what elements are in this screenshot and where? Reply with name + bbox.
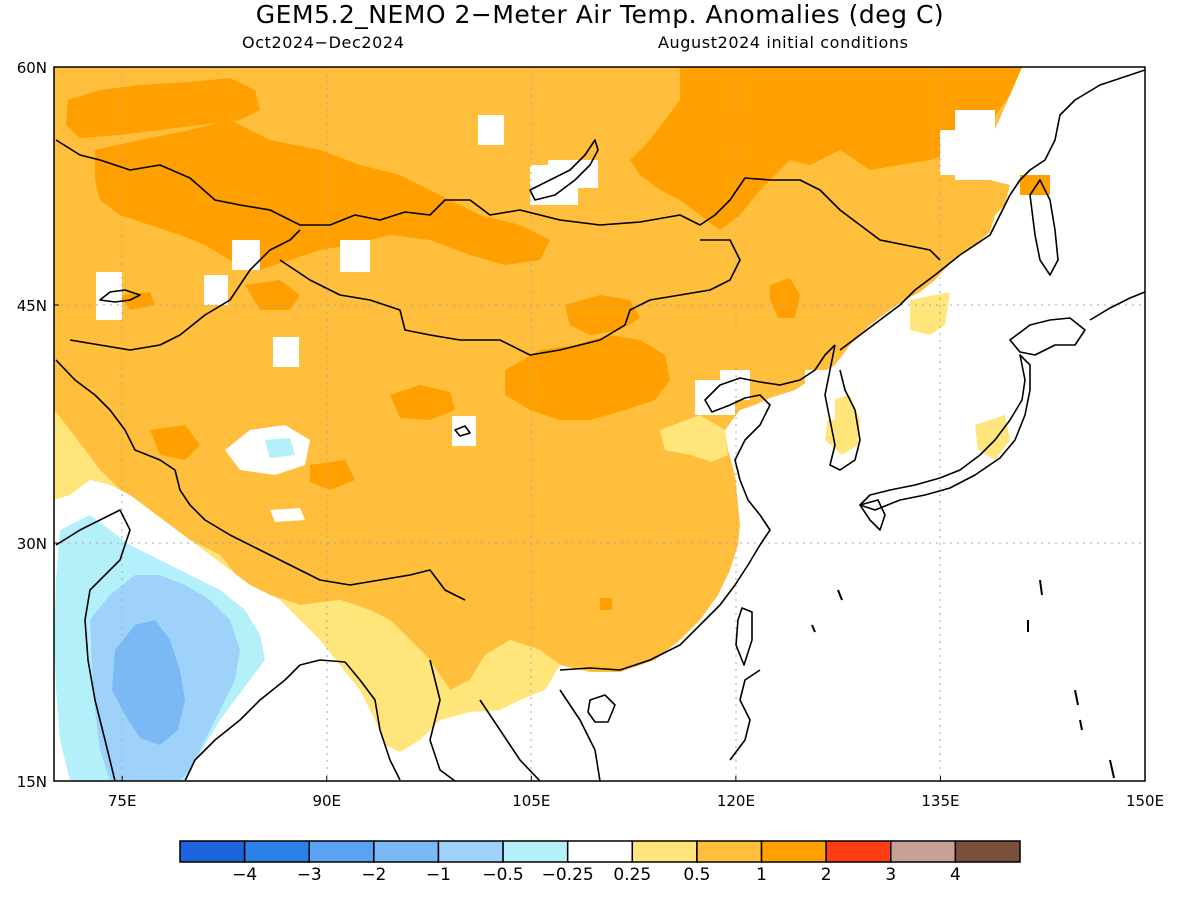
colorbar-swatch bbox=[760, 840, 827, 863]
colorbar-swatch bbox=[308, 840, 375, 863]
lat-tick-label: 60N bbox=[17, 59, 47, 77]
colorbar-label: 0.5 bbox=[683, 865, 710, 885]
colorbar-swatch bbox=[243, 840, 310, 863]
colorbar-swatch bbox=[373, 840, 440, 863]
colorbar-swatch bbox=[696, 840, 763, 863]
colorbar-label: 0.25 bbox=[613, 865, 651, 885]
anomaly-region-0.25-0.5-south bbox=[54, 410, 560, 752]
colorbar-label: 4 bbox=[950, 865, 961, 885]
anomaly-region-neg-0.25-tibet bbox=[265, 438, 295, 458]
map-axes: 75E 90E 105E 120E 135E 150E 60N 45N 30N 15N bbox=[17, 59, 1164, 810]
colorbar: −4 −3 −2 −1 −0.5 −0.25 0.25 0.5 1 2 3 4 bbox=[179, 840, 1021, 885]
colorbar-label: −2 bbox=[361, 865, 386, 885]
lon-tick-label: 120E bbox=[717, 792, 755, 810]
anomaly-region-1-2-tibet-c bbox=[310, 460, 355, 490]
lon-tick-label: 75E bbox=[108, 792, 137, 810]
colorbar-swatch bbox=[502, 840, 569, 863]
colorbar-label: −1 bbox=[426, 865, 451, 885]
anomaly-region-1-2-hokkaido bbox=[1020, 175, 1050, 195]
lat-tick-label: 45N bbox=[17, 297, 47, 315]
lat-tick-label: 30N bbox=[17, 535, 47, 553]
anomaly-region-0.25-0.5-ne bbox=[910, 292, 950, 335]
coastlines-and-borders bbox=[55, 69, 1145, 781]
lon-tick-label: 135E bbox=[921, 792, 959, 810]
colorbar-label: 1 bbox=[756, 865, 767, 885]
colorbar-label: −0.25 bbox=[542, 865, 594, 885]
lon-tick-label: 150E bbox=[1126, 792, 1164, 810]
anomaly-region-1-2-xinjiang bbox=[245, 280, 300, 310]
map-plot-area bbox=[54, 67, 1145, 781]
colorbar-label: −3 bbox=[297, 865, 322, 885]
lat-tick-label: 15N bbox=[17, 773, 47, 791]
plot-frame bbox=[53, 66, 1146, 782]
colorbar-label: −0.5 bbox=[482, 865, 523, 885]
anomaly-region-0.25-0.5-east bbox=[660, 415, 728, 462]
colorbar-swatch bbox=[631, 840, 698, 863]
anomaly-region-neg-1 bbox=[112, 620, 185, 745]
lon-tick-label: 90E bbox=[312, 792, 341, 810]
masked-cells bbox=[96, 110, 995, 446]
anomaly-region-1-2-manchuria bbox=[770, 278, 800, 318]
chart-title: GEM5.2_NEMO 2−Meter Air Temp. Anomalies … bbox=[255, 0, 945, 29]
anomaly-region-1-2-qinghai bbox=[390, 385, 455, 420]
anomaly-region-1-2-north bbox=[630, 67, 1022, 230]
anomaly-region-1-2-tibet-w bbox=[150, 425, 200, 460]
anomaly-region-near-zero-tibet bbox=[225, 425, 310, 475]
colorbar-swatch bbox=[566, 840, 634, 863]
anomaly-region-0.25-0.5-japan bbox=[975, 415, 1010, 460]
pacific-islands bbox=[811, 579, 1115, 779]
colorbar-swatch bbox=[954, 840, 1021, 863]
anomaly-region-1-2-mongolia bbox=[505, 335, 670, 420]
initial-conditions: August2024 initial conditions bbox=[658, 33, 909, 52]
forecast-period: Oct2024−Dec2024 bbox=[242, 33, 405, 52]
anomaly-region-near-zero-tibet-2 bbox=[270, 508, 305, 522]
colorbar-label: −4 bbox=[232, 865, 257, 885]
anomaly-region-1-2-south bbox=[600, 598, 612, 610]
anomaly-region-1-2-siberia bbox=[95, 120, 550, 270]
colorbar-swatch bbox=[890, 840, 957, 863]
colorbar-label: 2 bbox=[821, 865, 832, 885]
colorbar-swatch bbox=[179, 840, 246, 863]
colorbar-swatch bbox=[437, 840, 504, 863]
colorbar-swatch bbox=[825, 840, 892, 863]
anomaly-region-1-2-kazakh bbox=[66, 78, 260, 138]
colorbar-label: 3 bbox=[885, 865, 896, 885]
lon-tick-label: 105E bbox=[512, 792, 550, 810]
gridlines bbox=[54, 67, 1145, 781]
